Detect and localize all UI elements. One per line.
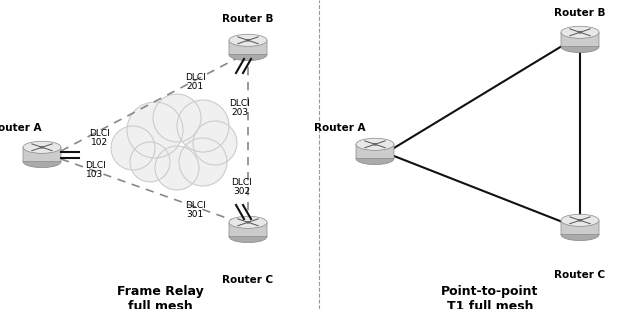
Ellipse shape	[153, 94, 201, 142]
Text: Router A: Router A	[314, 123, 365, 133]
Ellipse shape	[127, 102, 183, 158]
Text: Router C: Router C	[222, 275, 273, 285]
Text: Frame Relay
full mesh: Frame Relay full mesh	[117, 285, 203, 309]
Ellipse shape	[229, 216, 267, 228]
Text: DLCI
301: DLCI 301	[185, 201, 205, 219]
Ellipse shape	[578, 219, 582, 222]
Ellipse shape	[561, 214, 599, 226]
Ellipse shape	[561, 26, 599, 38]
FancyBboxPatch shape	[229, 40, 267, 55]
Ellipse shape	[561, 40, 599, 53]
Ellipse shape	[111, 126, 155, 170]
Text: Router B: Router B	[554, 8, 606, 18]
Ellipse shape	[373, 143, 377, 146]
FancyBboxPatch shape	[561, 220, 599, 235]
Ellipse shape	[229, 34, 267, 46]
Ellipse shape	[356, 138, 394, 150]
Text: Router C: Router C	[555, 270, 606, 280]
Ellipse shape	[246, 39, 250, 42]
Ellipse shape	[229, 231, 267, 243]
Text: DLCI
302: DLCI 302	[231, 178, 252, 196]
Ellipse shape	[130, 142, 170, 182]
Text: Router B: Router B	[222, 14, 273, 24]
Ellipse shape	[155, 146, 199, 190]
Ellipse shape	[179, 138, 227, 186]
Text: DLCI
203: DLCI 203	[229, 99, 250, 117]
Text: DLCI
103: DLCI 103	[84, 161, 105, 179]
Ellipse shape	[578, 31, 582, 34]
Text: DLCI
201: DLCI 201	[185, 73, 205, 91]
Ellipse shape	[356, 153, 394, 165]
FancyBboxPatch shape	[356, 144, 394, 159]
FancyBboxPatch shape	[561, 32, 599, 47]
Ellipse shape	[193, 121, 237, 165]
Text: Router A: Router A	[0, 123, 42, 133]
Ellipse shape	[229, 49, 267, 61]
Ellipse shape	[177, 100, 229, 152]
Ellipse shape	[23, 155, 61, 168]
Ellipse shape	[246, 221, 250, 224]
FancyBboxPatch shape	[23, 147, 61, 162]
FancyBboxPatch shape	[229, 222, 267, 237]
Ellipse shape	[23, 141, 61, 153]
Text: Point-to-point
T1 full mesh: Point-to-point T1 full mesh	[442, 285, 539, 309]
Text: DLCI
102: DLCI 102	[89, 129, 111, 147]
Ellipse shape	[40, 146, 44, 149]
Ellipse shape	[561, 229, 599, 241]
